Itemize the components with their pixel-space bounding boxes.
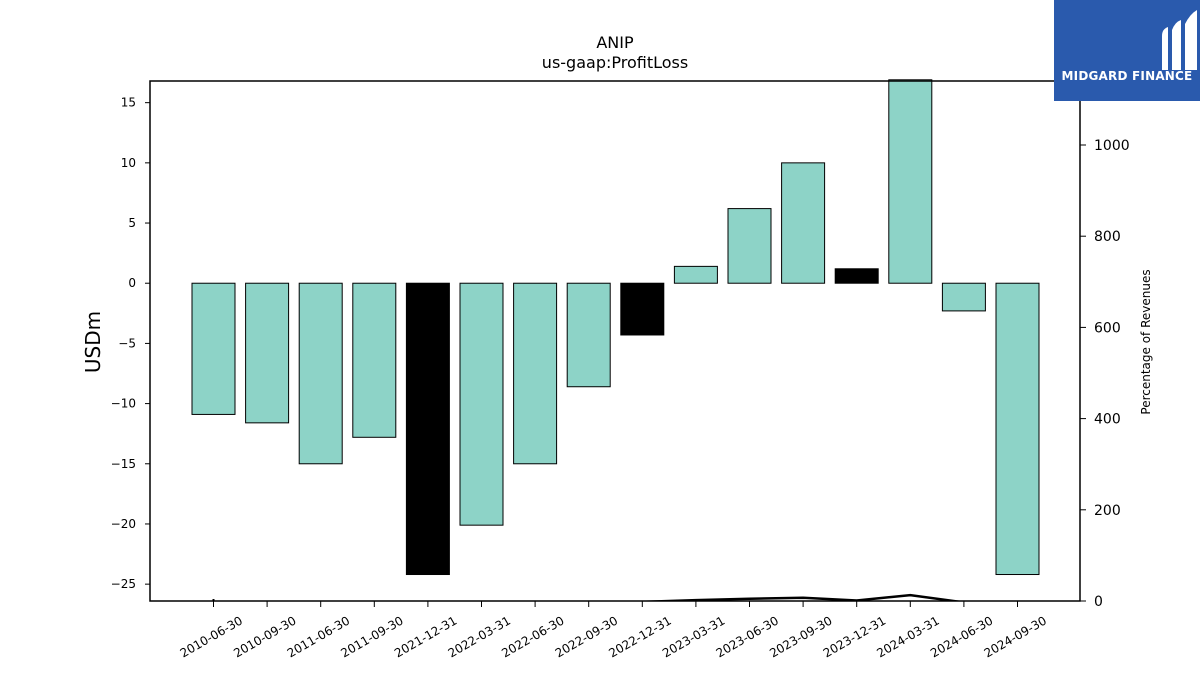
y2-tick-label: 1000: [1094, 138, 1130, 154]
y2-axis-label: Percentage of Revenues: [1139, 269, 1153, 414]
y2-tick-label: 800: [1094, 229, 1121, 245]
bar-2023-06-30: [727, 208, 772, 284]
y2-tick-label: 400: [1094, 412, 1121, 428]
bar-2022-03-31: [459, 282, 504, 526]
y2-tick-label: 0: [1094, 594, 1103, 610]
bar-2022-12-31: [620, 282, 665, 336]
chart-title: ANIP: [596, 33, 634, 52]
bar-2023-12-31: [834, 268, 879, 284]
x-axis-ticks: 2010-06-302010-09-302011-06-302011-09-30…: [178, 601, 1049, 660]
bar-2022-06-30: [513, 282, 558, 465]
bar-2021-12-31: [405, 282, 450, 576]
brand-logo: MIDGARD FINANCE: [1054, 0, 1200, 101]
y-tick-label: −25: [111, 577, 136, 591]
y-tick-label: −15: [111, 457, 136, 471]
y-tick-label: 5: [128, 216, 136, 230]
y-tick-label: 0: [128, 276, 136, 290]
y2-tick-label: 200: [1094, 503, 1121, 519]
bar-2010-09-30: [245, 282, 290, 424]
bar-2024-06-30: [941, 282, 986, 312]
bars-group: [191, 79, 1040, 576]
percentage-line: [642, 593, 963, 601]
y-tick-label: 10: [121, 156, 136, 170]
y-tick-label: 15: [121, 96, 136, 110]
logo-text: MIDGARD FINANCE: [1061, 69, 1193, 83]
y2-tick-label: 600: [1094, 320, 1121, 336]
bar-2011-09-30: [352, 282, 397, 438]
y-axis-label: USDm: [81, 311, 105, 373]
bar-2011-06-30: [298, 282, 343, 465]
bar-2024-09-30: [995, 282, 1040, 576]
bar-2010-06-30: [191, 282, 236, 415]
y2-axis-ticks: 0 200 400 600 800 1000: [1080, 138, 1130, 610]
y-tick-label: −10: [111, 397, 136, 411]
bar-2023-03-31: [673, 265, 718, 284]
chart-subtitle: us-gaap:ProfitLoss: [542, 53, 688, 72]
y-axis-ticks: −25 −20 −15 −10 −5 0 5 10 15: [111, 96, 150, 591]
y-tick-label: −20: [111, 517, 136, 531]
logo-mark-icon: [1162, 10, 1197, 70]
bar-2023-09-30: [781, 162, 826, 284]
plot-frame: [149, 80, 1081, 602]
y-tick-label: −5: [118, 336, 136, 350]
bar-2022-09-30: [566, 282, 611, 388]
bar-2024-03-31: [888, 79, 933, 284]
